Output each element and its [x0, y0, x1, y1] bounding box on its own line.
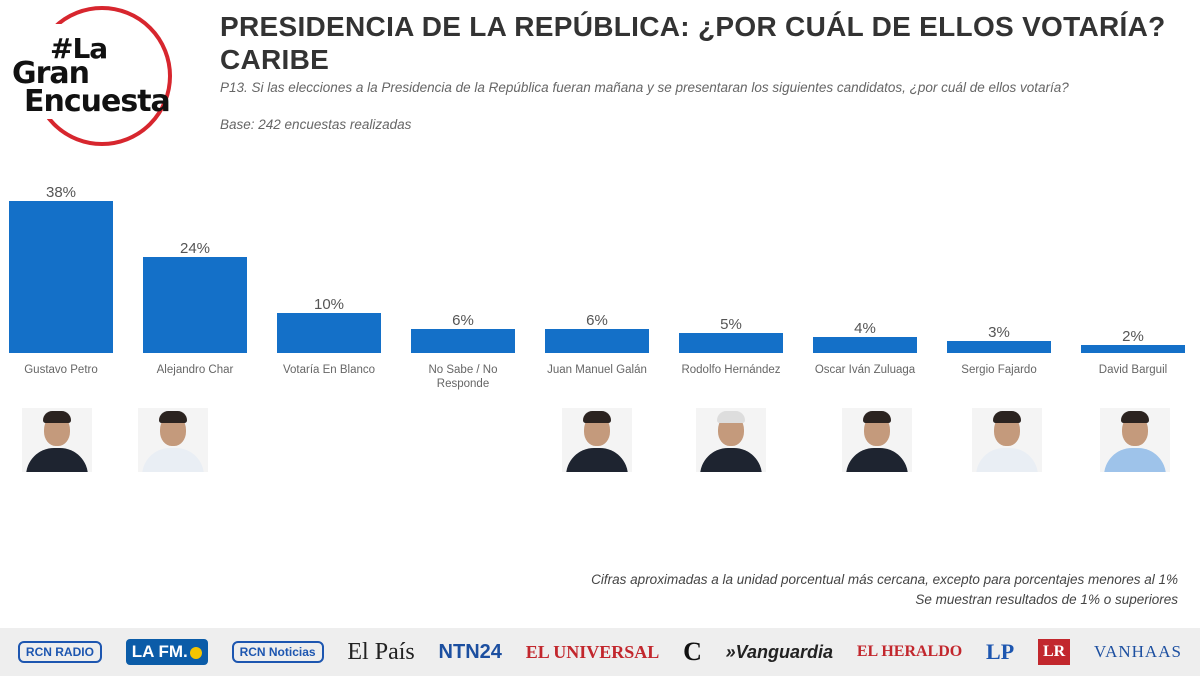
value-label-5: 5%: [720, 316, 742, 333]
value-label-7: 3%: [988, 324, 1010, 341]
category-label-6: Oscar Iván Zuluaga: [815, 364, 916, 376]
title-line-2: CARIBE: [220, 44, 330, 75]
bar-1: [143, 257, 247, 353]
bar-7: [947, 341, 1051, 353]
value-label-4: 6%: [586, 312, 608, 329]
category-label-7: Sergio Fajardo: [961, 364, 1036, 376]
footnote-line-1: Cifras aproximadas a la unidad porcentua…: [591, 572, 1178, 587]
candidate-photo-gustavo-petro: [22, 408, 92, 472]
title-line-1: PRESIDENCIA DE LA REPÚBLICA: ¿POR CUÁL D…: [220, 11, 1166, 42]
el-universal-logo: EL UNIVERSAL: [525, 641, 660, 662]
rcn-radio-logo: RCN RADIO: [17, 641, 102, 663]
candidate-photo-juan-manuel-galan: [562, 408, 632, 472]
c-logo: C: [683, 637, 702, 666]
logo-line-2: Gran: [12, 56, 90, 91]
page-title: PRESIDENCIA DE LA REPÚBLICA: ¿POR CUÁL D…: [220, 10, 1180, 76]
vote-intention-bar-chart: 38% Gustavo Petro 24% Alejandro Char 10% Vota…: [9, 185, 1185, 390]
value-label-8: 2%: [1122, 328, 1144, 345]
bar-4: [545, 329, 649, 353]
el-pais-logo: El País: [347, 638, 415, 665]
rcn-noticias-logo: RCN Noticias: [231, 641, 324, 663]
value-label-6: 4%: [854, 320, 876, 337]
bar-3: [411, 329, 515, 353]
lafm-logo: LA FM.: [125, 639, 208, 665]
survey-question: P13. Si las elecciones a la Presidencia …: [220, 80, 1069, 95]
candidate-photo-david-barguil: [1100, 408, 1170, 472]
lafm-logo-text: LA FM.: [131, 642, 188, 661]
category-label-4: Juan Manuel Galán: [547, 364, 647, 376]
footnote-line-2: Se muestran resultados de 1% o superiore…: [915, 592, 1178, 607]
bar-8: [1081, 345, 1185, 353]
survey-base: Base: 242 encuestas realizadas: [220, 117, 412, 132]
value-label-3: 6%: [452, 312, 474, 329]
vanguardia-logo: »Vanguardia: [725, 641, 834, 662]
candidate-photo-sergio-fajardo: [972, 408, 1042, 472]
category-label-1: Alejandro Char: [157, 364, 234, 376]
media-partners-bar: RCN RADIO LA FM. RCN Noticias El País NT…: [0, 628, 1200, 676]
value-label-1: 24%: [180, 240, 210, 257]
lp-logo: LP: [986, 639, 1015, 664]
value-label-2: 10%: [314, 296, 344, 313]
logo-line-1: #La: [50, 32, 108, 65]
category-label-0: Gustavo Petro: [24, 364, 98, 376]
candidate-photo-alejandro-char: [138, 408, 208, 472]
el-heraldo-logo: EL HERALDO: [856, 643, 963, 660]
footnote: Cifras aproximadas a la unidad porcentua…: [591, 570, 1178, 610]
la-gran-encuesta-logo: #La Gran Encuesta: [10, 6, 180, 156]
value-label-0: 38%: [46, 185, 76, 201]
logo-line-3: Encuesta: [24, 84, 171, 119]
bar-0: [9, 201, 113, 353]
category-label-2: Votaría En Blanco: [283, 364, 375, 376]
category-label-5: Rodolfo Hernández: [681, 364, 780, 376]
bar-6: [813, 337, 917, 353]
vanhaas-logo: VANHAAS: [1094, 642, 1182, 661]
ntn24-logo: NTN24: [438, 640, 502, 663]
lr-logo: LR: [1037, 639, 1071, 665]
category-label-3-line-1: Responde: [437, 378, 489, 390]
category-label-3-line-0: No Sabe / No: [428, 364, 497, 376]
bar-5: [679, 333, 783, 353]
candidate-photo-rodolfo-hernandez: [696, 408, 766, 472]
category-label-8: David Barguil: [1099, 364, 1167, 376]
candidate-photo-oscar-ivan-zuluaga: [842, 408, 912, 472]
bar-2: [277, 313, 381, 353]
